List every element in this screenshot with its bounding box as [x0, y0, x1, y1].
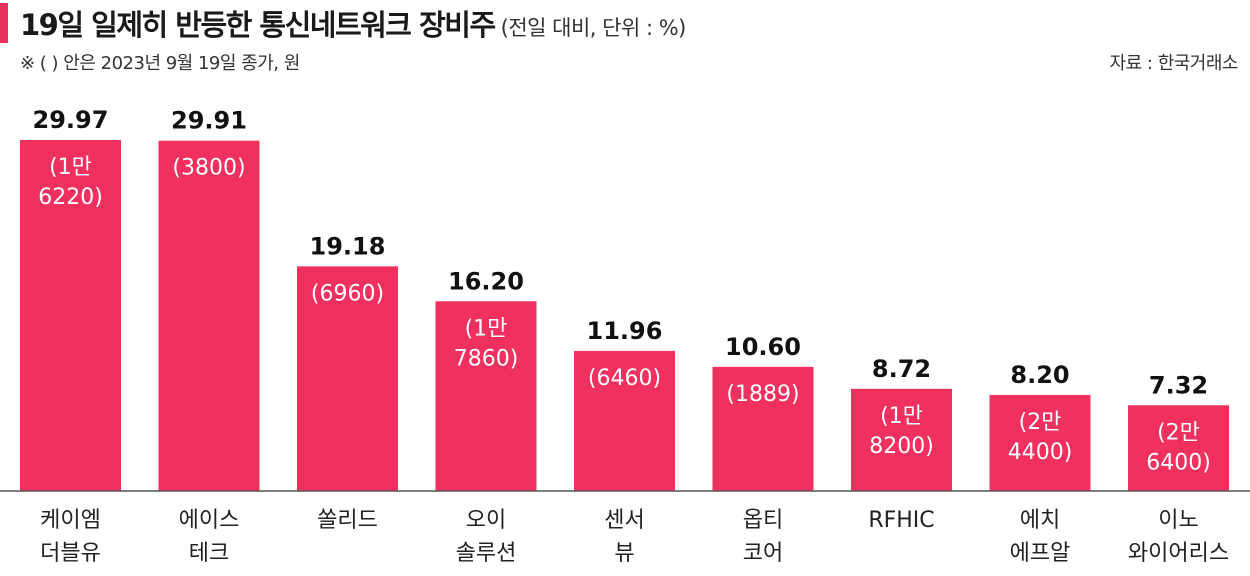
category-label: 테크: [189, 541, 229, 566]
price-label: (1889): [726, 382, 799, 407]
category-label: 쏠리드: [317, 508, 378, 533]
price-label: 6400): [1146, 450, 1211, 475]
chart-title: 19일 일제히 반등한 통신네트워크 장비주: [20, 8, 496, 42]
bar: [851, 388, 952, 491]
category-label: 솔루션: [456, 541, 517, 566]
price-label: (1만: [49, 155, 92, 180]
bar: [574, 350, 675, 491]
bar: [989, 394, 1091, 491]
price-label: (3800): [172, 156, 245, 181]
value-label: 7.32: [1149, 371, 1208, 399]
bar: [20, 140, 121, 491]
price-label: (2만: [1019, 410, 1062, 435]
bar: [1128, 405, 1229, 491]
category-label: 에프알: [1010, 541, 1071, 566]
price-label: (6460): [588, 366, 661, 391]
value-label: 8.72: [872, 355, 931, 383]
category-label: 코어: [743, 541, 783, 566]
price-label: (6960): [311, 281, 384, 306]
category-label: 케이엠: [40, 508, 101, 533]
category-label: 오이: [466, 508, 506, 533]
bar: [712, 366, 814, 491]
category-label: RFHIC: [868, 508, 934, 533]
bar: [297, 266, 398, 491]
title-block: 19일 일제히 반등한 통신네트워크 장비주 (전일 대비, 단위 : %): [20, 2, 686, 44]
price-label: 8200): [869, 434, 934, 459]
value-label: 19.18: [310, 232, 386, 260]
price-label: 7860): [454, 346, 519, 371]
chart-subtitle: (전일 대비, 단위 : %): [500, 16, 687, 40]
value-label: 29.97: [33, 106, 109, 134]
title-accent-bar: [0, 3, 8, 43]
bar: [158, 140, 260, 491]
category-label: 와이어리스: [1128, 541, 1229, 566]
value-label: 29.91: [171, 107, 247, 135]
price-label: 6220): [38, 185, 103, 210]
price-label: (2만: [1157, 420, 1200, 445]
price-label: (1만: [465, 316, 508, 341]
category-label: 더블유: [40, 541, 101, 566]
value-label: 16.20: [448, 267, 524, 295]
bar: [435, 301, 537, 491]
value-label: 10.60: [725, 333, 801, 361]
source-label: 자료 : 한국거래소: [1109, 53, 1239, 74]
category-label: 옵티: [743, 508, 783, 533]
price-label: (1만: [880, 404, 923, 429]
category-label: 센서: [604, 508, 644, 533]
category-label: 이노: [1158, 508, 1198, 533]
category-label: 에이스: [179, 508, 240, 533]
price-label: 4400): [1008, 440, 1073, 465]
category-label: 뷰: [614, 541, 634, 566]
value-label: 11.96: [587, 317, 663, 345]
price-note: ※ ( ) 안은 2023년 9월 19일 종가, 원: [20, 53, 300, 74]
category-label: 에치: [1020, 508, 1060, 533]
value-label: 8.20: [1010, 361, 1069, 389]
